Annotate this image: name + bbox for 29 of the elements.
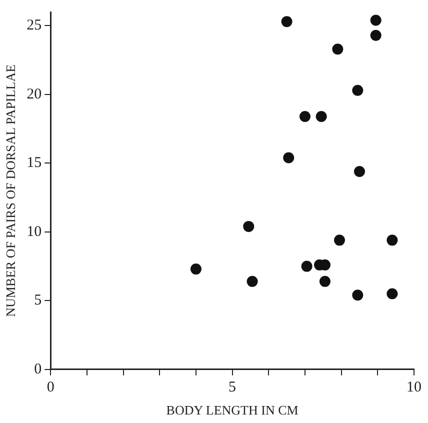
- point: [281, 16, 292, 28]
- point: [370, 14, 382, 26]
- x-tick-label: 0: [46, 379, 54, 396]
- y-tick-label: 10: [26, 224, 42, 240]
- point: [283, 152, 294, 164]
- y-tick-label: 25: [26, 18, 42, 34]
- point: [332, 44, 344, 55]
- y-tick-label: 20: [26, 86, 42, 102]
- x-tick-label: 10: [406, 379, 422, 396]
- y-tick-label: 0: [34, 361, 42, 378]
- y-tick-label: 5: [34, 292, 42, 309]
- x-axis-title: BODY LENGTH IN CM: [166, 402, 299, 418]
- point: [334, 234, 346, 246]
- y-tick-label: 15: [26, 155, 42, 172]
- point: [301, 260, 312, 272]
- point: [316, 110, 327, 122]
- point: [352, 290, 364, 301]
- point: [352, 84, 364, 96]
- point: [386, 288, 398, 300]
- point: [243, 220, 254, 232]
- point: [386, 234, 398, 246]
- point: [319, 276, 330, 287]
- point: [370, 30, 382, 41]
- point: [246, 276, 258, 287]
- x-tick-label: 5: [228, 379, 236, 396]
- point: [354, 166, 365, 177]
- y-axis-title: NUMBER OF PAIRS OF DORSAL PAPILLAE: [3, 64, 18, 317]
- point: [299, 110, 310, 122]
- point: [190, 264, 202, 275]
